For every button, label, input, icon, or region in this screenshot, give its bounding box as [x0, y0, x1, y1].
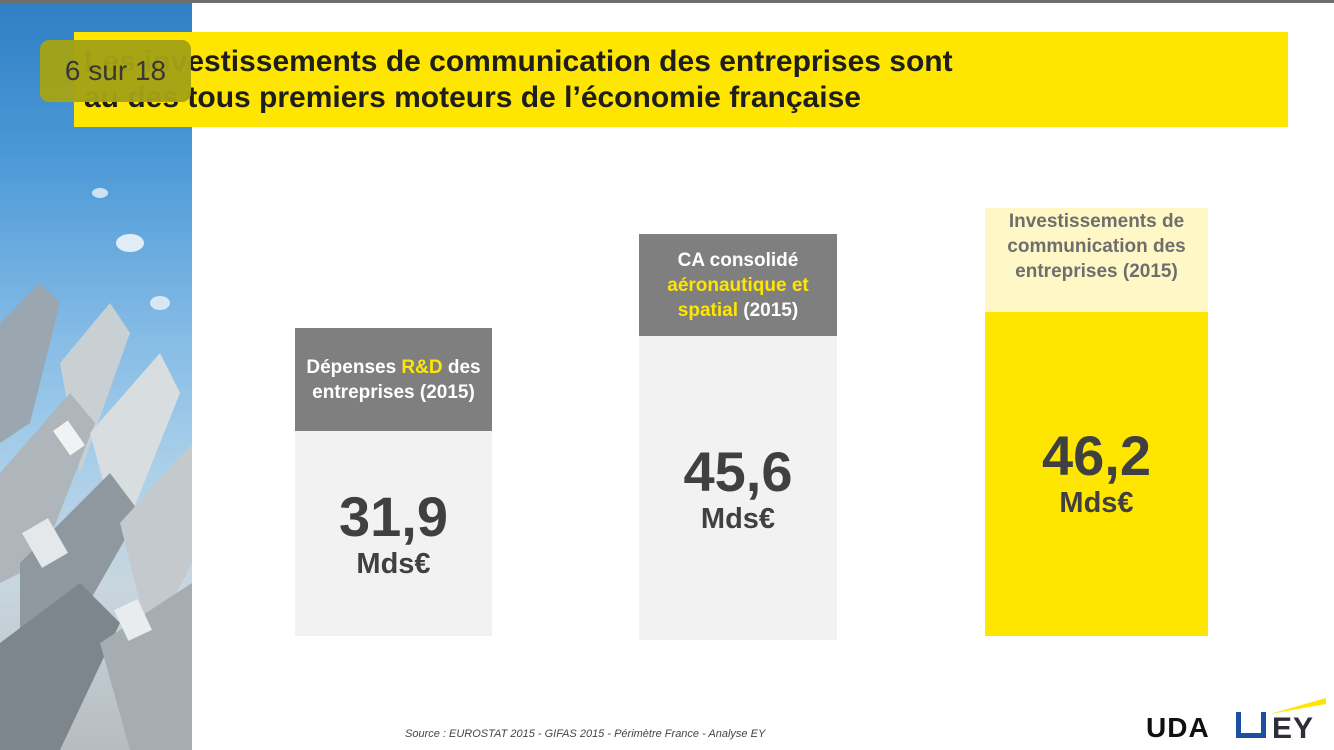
title-banner — [74, 32, 1288, 127]
card-rd-body: 31,9 Mds€ — [295, 431, 492, 636]
city-towers-illustration — [0, 188, 192, 750]
card-com-unit: Mds€ — [1059, 487, 1134, 519]
card-aero-header-text: CA consolidé aéronautique et spatial (20… — [639, 248, 837, 323]
slide-title-line-2: au des tous premiers moteurs de l’économ… — [84, 81, 861, 114]
page-counter-badge: 6 sur 18 — [40, 40, 191, 102]
card-rd-unit: Mds€ — [356, 548, 431, 580]
card-aero-header-part: CA consolidé — [677, 249, 799, 271]
card-com-value: 46,2 — [1042, 424, 1151, 487]
source-note: Source : EUROSTAT 2015 - GIFAS 2015 - Pé… — [405, 728, 766, 740]
ey-beam-icon — [1270, 698, 1326, 714]
card-aero-header: CA consolidé aéronautique et spatial (20… — [639, 234, 837, 336]
card-rd-header-part: des entreprises (2015) — [312, 356, 481, 403]
slide-title-line-1: Les investissements de communication des… — [84, 45, 953, 78]
card-aero-unit: Mds€ — [700, 503, 776, 535]
card-aero-body: 45,6 Mds€ — [639, 336, 837, 640]
card-rd-header-text: Dépenses R&D des entreprises (2015) — [295, 355, 492, 405]
side-image-city — [0, 3, 192, 750]
card-com-body: 46,2 Mds€ — [985, 312, 1208, 636]
top-border — [0, 0, 1334, 3]
union-logo-icon — [1236, 712, 1266, 738]
card-aero-header-part: (2015) — [738, 299, 799, 321]
card-rd-highlight: R&D — [401, 356, 443, 378]
card-rd-header-part: Dépenses — [306, 356, 402, 378]
card-com-header-text: Investissements de communication des ent… — [1007, 211, 1186, 282]
card-aero-highlight: aéronautique et spatial — [667, 274, 809, 321]
card-rd-value: 31,9 — [339, 485, 448, 548]
slide-title: Les investissements de communication des… — [84, 44, 1264, 116]
ey-logo: EY — [1272, 712, 1315, 745]
card-rd-header: Dépenses R&D des entreprises (2015) — [295, 328, 492, 431]
card-com-header: Investissements de communication des ent… — [985, 208, 1208, 312]
card-aero-value: 45,6 — [683, 440, 793, 503]
uda-logo: UDA — [1146, 712, 1210, 743]
